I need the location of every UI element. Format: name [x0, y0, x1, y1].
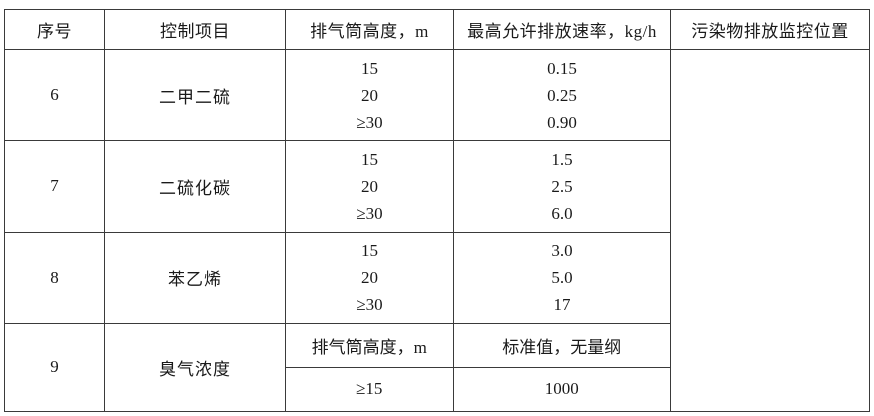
cell-max-rates: 3.0 5.0 17: [453, 231, 671, 324]
stacked-values: 0.15 0.25 0.90: [454, 50, 670, 140]
odour-subtable: 排气筒高度，m 标准值，无量纲 ≥15 1000: [286, 323, 670, 411]
cell-monitor-position: [670, 49, 870, 412]
odour-subheader-height: 排气筒高度，m: [286, 323, 453, 368]
cell-index: 6: [4, 48, 105, 142]
stacked-values: 15 20 ≥30: [286, 50, 453, 140]
odour-value-row: ≥15 1000: [286, 367, 670, 411]
value-line: ≥30: [356, 112, 383, 132]
odour-subheader-row: 排气筒高度，m 标准值，无量纲: [286, 323, 670, 368]
value-line: 1.5: [551, 149, 573, 169]
cell-max-rates: 0.15 0.25 0.90: [453, 48, 671, 142]
emission-limits-table: 序号 控制项目 排气筒高度，m 最高允许排放速率，kg/h 污染物排放监控位置 …: [4, 9, 870, 413]
value-line: 5.0: [551, 268, 573, 288]
table-row: 6 二甲二硫 15 20 ≥30 0.15 0.25 0.90: [4, 48, 870, 412]
cell-index: 9: [4, 322, 105, 413]
value-line: 17: [553, 295, 571, 315]
cell-stack-heights: 15 20 ≥30: [285, 48, 454, 142]
header-row: 序号 控制项目 排气筒高度，m 最高允许排放速率，kg/h 污染物排放监控位置: [4, 9, 870, 50]
value-line: 20: [361, 268, 378, 288]
cell-control-item: 二硫化碳: [104, 140, 286, 233]
value-line: 15: [361, 58, 378, 78]
cell-control-item: 苯乙烯: [104, 231, 286, 324]
value-line: 6.0: [551, 203, 573, 223]
stacked-values: 1.5 2.5 6.0: [454, 141, 670, 231]
value-line: 20: [361, 85, 378, 105]
value-line: 0.15: [547, 58, 577, 78]
column-header-index: 序号: [4, 9, 105, 50]
value-line: ≥30: [356, 203, 383, 223]
value-line: 3.0: [551, 241, 573, 261]
odour-height-value: ≥15: [286, 367, 453, 411]
cell-index: 7: [4, 140, 105, 233]
value-line: 15: [361, 241, 378, 261]
value-line: 15: [361, 149, 378, 169]
odour-standard-value: 1000: [452, 367, 670, 411]
cell-stack-heights: 15 20 ≥30: [285, 231, 454, 324]
value-line: ≥30: [356, 295, 383, 315]
column-header-max-rate: 最高允许排放速率，kg/h: [453, 9, 671, 50]
value-line: 20: [361, 176, 378, 196]
table-body: 6 二甲二硫 15 20 ≥30 0.15 0.25 0.90: [4, 48, 870, 413]
cell-index: 8: [4, 231, 105, 324]
table-row: 8 苯乙烯 15 20 ≥30 3.0 5.0 17: [4, 231, 870, 324]
stacked-values: 15 20 ≥30: [286, 233, 453, 323]
cell-max-rates: 1.5 2.5 6.0: [453, 140, 671, 233]
table-row-odour: 9 臭气浓度 排气筒高度，m 标准值，无量纲 ≥15 1000: [4, 322, 870, 413]
table-row: 7 二硫化碳 15 20 ≥30 1.5 2.5 6.0: [4, 140, 870, 233]
table-header: 序号 控制项目 排气筒高度，m 最高允许排放速率，kg/h 污染物排放监控位置: [4, 9, 870, 50]
odour-subheader-standard: 标准值，无量纲: [452, 323, 670, 368]
stacked-values: 3.0 5.0 17: [454, 233, 670, 323]
column-header-control-item: 控制项目: [104, 9, 286, 50]
value-line: 2.5: [551, 176, 573, 196]
value-line: 0.25: [547, 85, 577, 105]
cell-stack-heights: 15 20 ≥30: [285, 140, 454, 233]
cell-control-item: 臭气浓度: [104, 322, 286, 413]
odour-subtable-wrapper: 排气筒高度，m 标准值，无量纲 ≥15 1000: [285, 322, 671, 413]
column-header-monitor-position: 污染物排放监控位置: [670, 9, 870, 50]
cell-control-item: 二甲二硫: [104, 48, 286, 142]
stacked-values: 15 20 ≥30: [286, 141, 453, 231]
column-header-stack-height: 排气筒高度，m: [285, 9, 454, 50]
value-line: 0.90: [547, 112, 577, 132]
